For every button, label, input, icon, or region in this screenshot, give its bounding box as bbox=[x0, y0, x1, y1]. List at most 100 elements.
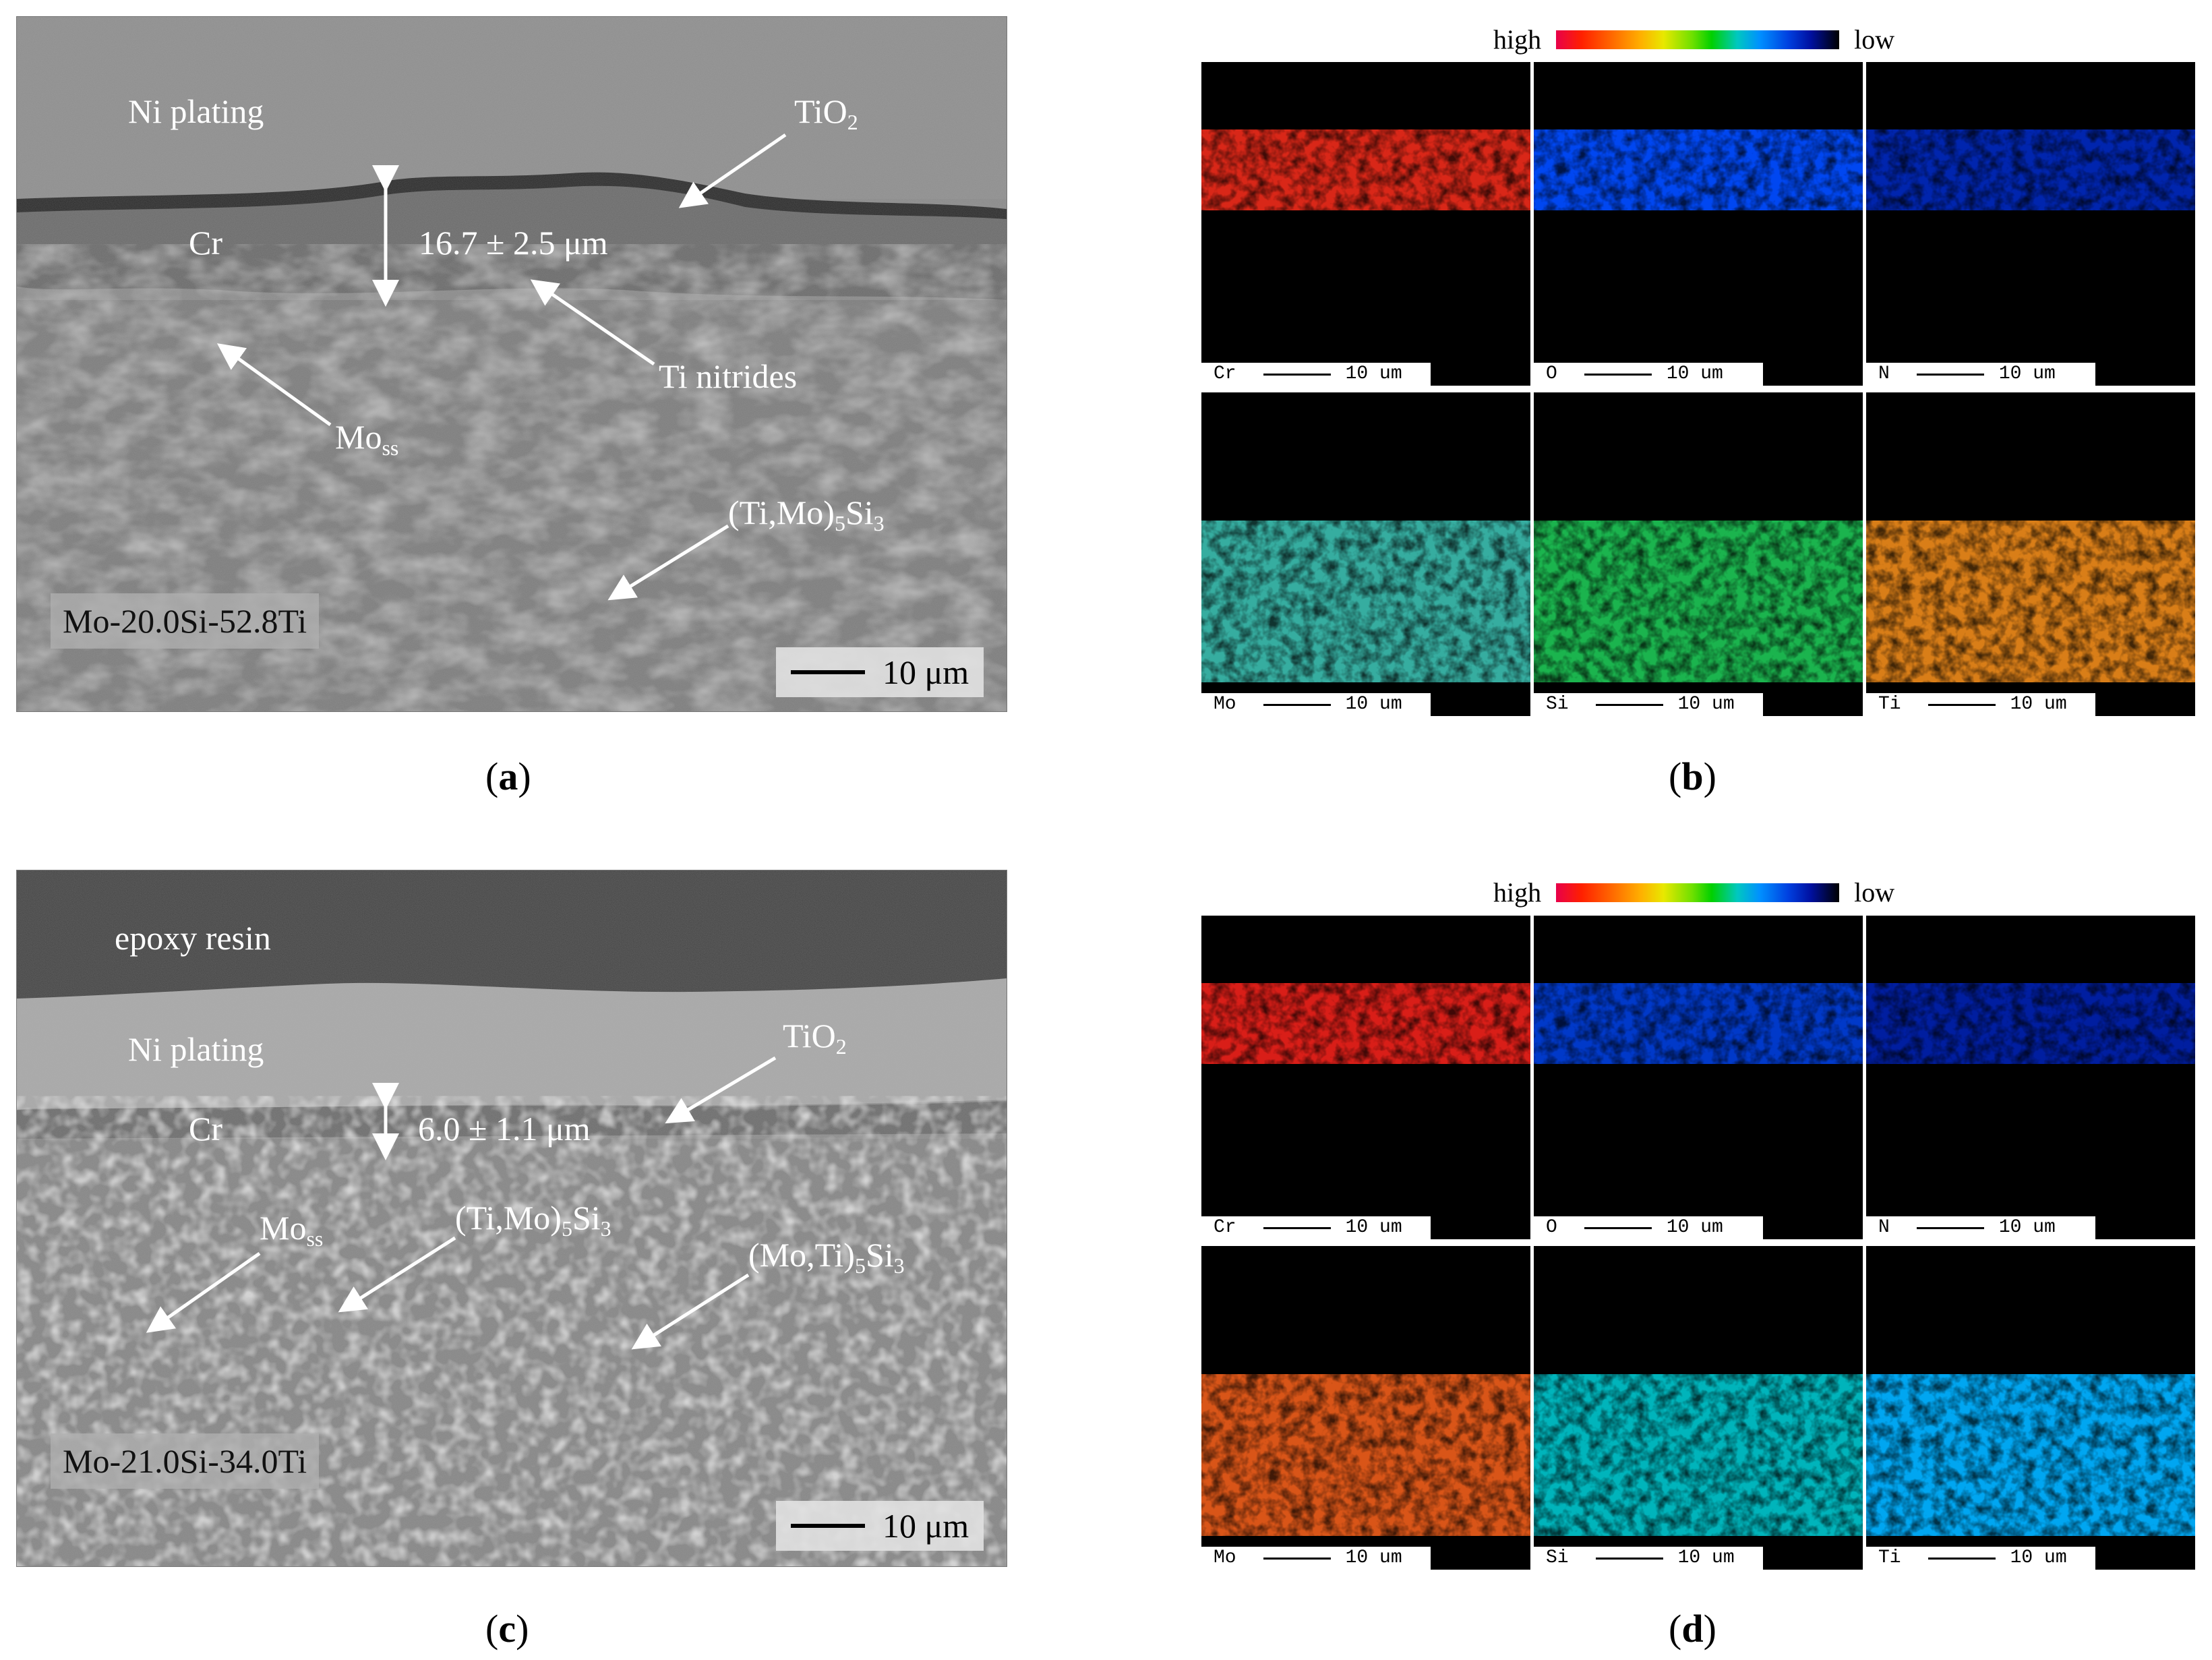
element-map-cr: Cr 10 um bbox=[1201, 62, 1530, 386]
map-element-name: Mo bbox=[1214, 694, 1236, 715]
thickness-label-c: 6.0 ± 1.1 μm bbox=[418, 1110, 591, 1148]
map-image bbox=[1534, 916, 1863, 1239]
element-map-si: Si 10 um bbox=[1534, 392, 1863, 716]
moss-label: Moss bbox=[335, 420, 398, 458]
map-element-name: Cr bbox=[1214, 363, 1236, 384]
legend-low-d: low bbox=[1854, 877, 1895, 908]
map-scale-tag: Ti 10 um bbox=[1866, 693, 2095, 716]
map-image bbox=[1201, 916, 1530, 1239]
ti-nitrides-label: Ti nitrides bbox=[659, 357, 798, 395]
caption-a: (a) bbox=[485, 754, 531, 798]
s2-sub2: 3 bbox=[893, 1253, 905, 1278]
map-scale-line bbox=[1263, 1557, 1331, 1560]
color-legend-d: high low bbox=[1493, 877, 1894, 908]
map-element-name: Mo bbox=[1214, 1547, 1236, 1568]
element-map-n: N 10 um bbox=[1866, 916, 2195, 1239]
arrows-c bbox=[146, 1056, 777, 1350]
map-scale-tag: O 10 um bbox=[1534, 1216, 1763, 1239]
scale-bar-text: 10 μm bbox=[883, 653, 969, 691]
map-scale-tag: O 10 um bbox=[1534, 363, 1763, 386]
silicide-label-c1: (Ti,Mo)5Si3 bbox=[455, 1201, 611, 1239]
silicide-sub1: 5 bbox=[834, 511, 845, 535]
map-scale-line bbox=[1263, 703, 1331, 706]
silicide-sub2: 3 bbox=[873, 511, 885, 535]
map-element-name: N bbox=[1878, 1217, 1890, 1238]
sem-image-a: Ni plating TiO2 Cr 16.7 ± 2.5 μm Ti nitr… bbox=[16, 16, 1007, 712]
composition-label-c: Mo-21.0Si-34.0Ti bbox=[51, 1433, 320, 1489]
legend-low: low bbox=[1854, 24, 1895, 55]
color-legend-b: high low bbox=[1493, 24, 1894, 55]
element-map-ti: Ti 10 um bbox=[1866, 392, 2195, 716]
map-element-name: Ti bbox=[1878, 1547, 1901, 1568]
epoxy-resin-label: epoxy resin bbox=[115, 919, 271, 957]
arrow-moss-c bbox=[146, 1251, 261, 1333]
map-image bbox=[1866, 392, 2195, 716]
element-map-ti: Ti 10 um bbox=[1866, 1246, 2195, 1570]
caption-c-letter: c bbox=[498, 1607, 516, 1651]
map-element-name: Ti bbox=[1878, 694, 1901, 715]
caption-c: (c) bbox=[485, 1607, 529, 1651]
map-image bbox=[1534, 392, 1863, 716]
legend-gradient bbox=[1556, 30, 1840, 49]
map-image bbox=[1866, 916, 2195, 1239]
map-scale-line bbox=[1595, 703, 1663, 706]
map-scale-line bbox=[1916, 1226, 1984, 1229]
map-scale-text: 10 um bbox=[2010, 1547, 2067, 1568]
map-scale-tag: Cr 10 um bbox=[1201, 1216, 1431, 1239]
cr-label: Cr bbox=[189, 224, 222, 262]
map-scale-line bbox=[1927, 703, 1996, 706]
scale-bar-c: 10 μm bbox=[776, 1501, 984, 1551]
map-scale-text: 10 um bbox=[1345, 1217, 1402, 1238]
element-map-mo: Mo 10 um bbox=[1201, 392, 1530, 716]
legend-high-d: high bbox=[1493, 877, 1542, 908]
element-map-o: O 10 um bbox=[1534, 916, 1863, 1239]
arrow-silicide-c1 bbox=[338, 1236, 456, 1313]
map-scale-line bbox=[1595, 1557, 1663, 1560]
map-element-name: Si bbox=[1546, 1547, 1569, 1568]
map-scale-line bbox=[1916, 373, 1984, 376]
legend-gradient-d bbox=[1556, 883, 1840, 902]
tio2-subscript-c: 2 bbox=[835, 1034, 847, 1059]
tio2-main-c: TiO bbox=[783, 1017, 836, 1055]
cr-label-c: Cr bbox=[189, 1110, 222, 1148]
map-scale-text: 10 um bbox=[1998, 1217, 2056, 1238]
ni-plating-label: Ni plating bbox=[128, 92, 264, 130]
map-image bbox=[1866, 62, 2195, 386]
s1-sub1: 5 bbox=[561, 1216, 572, 1241]
moss-main: Mo bbox=[335, 418, 382, 456]
map-scale-tag: Ti 10 um bbox=[1866, 1547, 2095, 1570]
map-scale-text: 10 um bbox=[1677, 694, 1735, 715]
arrows-a bbox=[216, 133, 787, 601]
map-scale-text: 10 um bbox=[1345, 363, 1402, 384]
map-scale-text: 10 um bbox=[1666, 1217, 1723, 1238]
map-image bbox=[1201, 1246, 1530, 1570]
map-scale-text: 10 um bbox=[1666, 363, 1723, 384]
map-scale-text: 10 um bbox=[1998, 363, 2056, 384]
composition-label: Mo-20.0Si-52.8Ti bbox=[51, 593, 320, 649]
map-scale-line bbox=[1263, 1226, 1331, 1229]
map-scale-tag: Mo 10 um bbox=[1201, 1547, 1431, 1570]
moss-main-c: Mo bbox=[260, 1209, 307, 1247]
silicide-prefix: (Ti,Mo) bbox=[728, 494, 835, 531]
map-scale-tag: Si 10 um bbox=[1534, 1547, 1763, 1570]
s1-prefix: (Ti,Mo) bbox=[455, 1199, 562, 1237]
moss-subscript-c: ss bbox=[306, 1226, 324, 1251]
s1-sub2: 3 bbox=[600, 1216, 611, 1241]
scale-bar-text-c: 10 μm bbox=[883, 1507, 969, 1545]
map-scale-line bbox=[1927, 1557, 1996, 1560]
s1-mid: Si bbox=[572, 1199, 601, 1237]
map-scale-tag: Si 10 um bbox=[1534, 693, 1763, 716]
scale-bar: 10 μm bbox=[776, 647, 984, 697]
caption-b: (b) bbox=[1669, 754, 1716, 798]
caption-b-letter: b bbox=[1681, 754, 1704, 798]
tio2-subscript: 2 bbox=[847, 110, 858, 134]
map-scale-line bbox=[1584, 1226, 1652, 1229]
sem-image-c: epoxy resin Ni plating TiO2 Cr 6.0 ± 1.1… bbox=[16, 870, 1007, 1567]
moss-label-c: Moss bbox=[260, 1211, 323, 1249]
s2-sub1: 5 bbox=[854, 1253, 866, 1278]
map-scale-line bbox=[1584, 373, 1652, 376]
arrow-tio2 bbox=[678, 133, 787, 208]
map-scale-tag: N 10 um bbox=[1866, 1216, 2095, 1239]
tio2-label: TiO2 bbox=[794, 94, 858, 133]
map-element-name: O bbox=[1546, 1217, 1557, 1238]
